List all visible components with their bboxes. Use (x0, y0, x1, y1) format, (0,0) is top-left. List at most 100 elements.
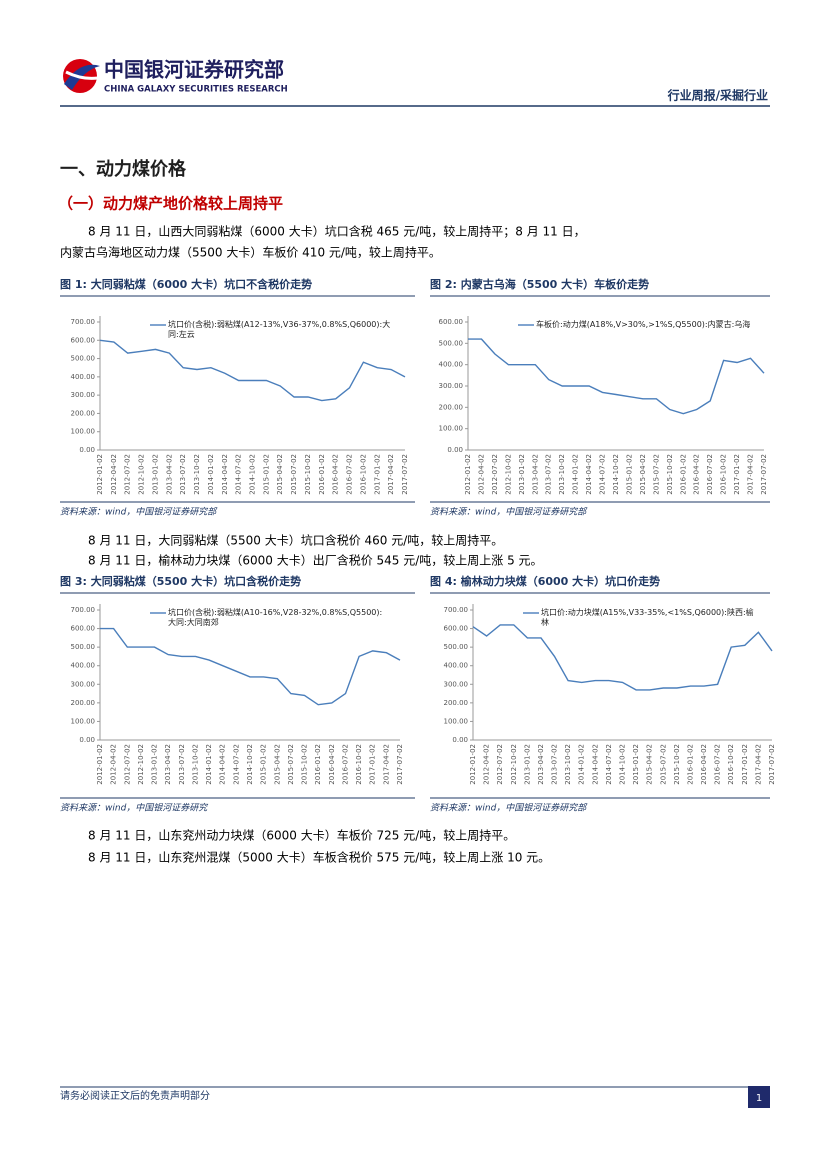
x-tick-label: 2013-10-02 (564, 744, 572, 785)
x-tick-label: 2014-01-02 (205, 744, 213, 785)
x-tick-label: 2016-01-02 (314, 744, 322, 785)
y-tick-label: 200.00 (71, 409, 96, 417)
x-tick-label: 2017-01-02 (373, 454, 381, 495)
y-tick-label: 200.00 (444, 699, 469, 707)
y-tick-label: 600.00 (71, 625, 96, 633)
legend-entry: 坑口价:动力块煤(A15%,V33-35%,<1%S,Q6000):陕西:榆林 (541, 608, 754, 627)
x-tick-label: 2016-07-02 (341, 744, 349, 785)
x-tick-label: 2014-07-02 (232, 744, 240, 785)
x-tick-label: 2015-10-02 (301, 744, 309, 785)
legend-box: 车板价:动力煤(A18%,V>30%,>1%S,Q5500):内蒙古:乌海 (536, 320, 751, 329)
legend-entry: 坑口价(含税):弱粘煤(A12-13%,V36-37%,0.8%S,Q6000)… (168, 320, 391, 339)
page-number: 1 (756, 1093, 762, 1104)
x-tick-label: 2014-04-02 (221, 454, 229, 495)
y-tick-label: 400.00 (71, 662, 96, 670)
x-tick-label: 2013-04-02 (165, 454, 173, 495)
x-tick-label: 2012-07-02 (491, 454, 499, 495)
x-tick-label: 2012-04-02 (477, 454, 485, 495)
legend-box: 坑口价(含税):弱粘煤(A10-16%,V28-32%,0.8%S,Q5500)… (168, 608, 383, 627)
logo-swoosh (64, 64, 100, 90)
x-tick-label: 2013-07-02 (179, 454, 187, 495)
x-tick-label: 2012-01-02 (469, 744, 477, 785)
figure-title: 图 1: 大同弱粘煤（6000 大卡）坑口不含税价走势 (60, 277, 312, 291)
x-tick-label: 2013-07-02 (545, 454, 553, 495)
x-tick-label: 2014-10-02 (249, 454, 257, 495)
x-tick-label: 2014-10-02 (619, 744, 627, 785)
x-tick-label: 2015-04-02 (273, 744, 281, 785)
x-tick-label: 2017-07-02 (401, 454, 409, 495)
y-tick-label: 700.00 (444, 606, 469, 614)
x-tick-label: 2012-01-02 (464, 454, 472, 495)
x-tick-label: 2012-10-02 (504, 454, 512, 495)
x-tick-label: 2012-07-02 (124, 454, 132, 495)
x-tick-label: 2017-04-02 (382, 744, 390, 785)
legend-box: 坑口价(含税):弱粘煤(A12-13%,V36-37%,0.8%S,Q6000)… (168, 320, 391, 339)
x-tick-label: 2015-04-02 (639, 454, 647, 495)
x-tick-label: 2014-01-02 (572, 454, 580, 495)
y-tick-label: 600.00 (444, 625, 469, 633)
x-tick-label: 2016-01-02 (679, 454, 687, 495)
paragraph: 8 月 11 日，大同弱粘煤（5500 大卡）坑口含税价 460 元/吨，较上周… (88, 533, 503, 548)
x-tick-label: 2015-07-02 (290, 454, 298, 495)
x-tick-label: 2012-07-02 (123, 744, 131, 785)
y-tick-label: 100.00 (71, 428, 96, 436)
x-tick-label: 2014-10-02 (246, 744, 254, 785)
x-tick-label: 2014-04-02 (585, 454, 593, 495)
x-tick-label: 2015-01-02 (632, 744, 640, 785)
series-line (468, 338, 765, 415)
y-tick-label: 100.00 (439, 425, 464, 433)
x-tick-label: 2014-07-02 (235, 454, 243, 495)
legend-entry: 坑口价(含税):弱粘煤(A10-16%,V28-32%,0.8%S,Q5500)… (168, 608, 383, 627)
x-tick-label: 2017-07-02 (760, 454, 768, 495)
x-tick-label: 2017-04-02 (387, 454, 395, 495)
x-tick-label: 2017-04-02 (754, 744, 762, 785)
y-tick-label: 300.00 (71, 391, 96, 399)
y-tick-label: 0.00 (79, 736, 95, 744)
x-tick-label: 2016-07-02 (706, 454, 714, 495)
y-tick-label: 400.00 (439, 361, 464, 369)
x-tick-label: 2014-07-02 (599, 454, 607, 495)
x-tick-label: 2015-07-02 (652, 454, 660, 495)
x-tick-label: 2012-01-02 (96, 744, 104, 785)
x-tick-label: 2016-04-02 (332, 454, 340, 495)
x-tick-label: 2013-01-02 (151, 744, 159, 785)
x-tick-label: 2015-10-02 (673, 744, 681, 785)
x-tick-label: 2015-04-02 (646, 744, 654, 785)
x-tick-label: 2015-07-02 (659, 744, 667, 785)
figure-title: 图 4: 榆林动力块煤（6000 大卡）坑口价走势 (430, 574, 660, 588)
subsection-title: （一）动力煤产地价格较上周持平 (58, 195, 283, 213)
y-tick-label: 0.00 (79, 446, 95, 454)
x-tick-label: 2016-07-02 (346, 454, 354, 495)
x-tick-label: 2016-10-02 (720, 454, 728, 495)
x-tick-label: 2017-07-02 (396, 744, 404, 785)
x-tick-label: 2016-10-02 (727, 744, 735, 785)
x-tick-label: 2012-07-02 (496, 744, 504, 785)
x-tick-label: 2014-07-02 (605, 744, 613, 785)
y-tick-label: 600.00 (439, 318, 464, 326)
x-tick-label: 2015-01-02 (625, 454, 633, 495)
y-tick-label: 400.00 (444, 662, 469, 670)
x-tick-label: 2013-10-02 (193, 454, 201, 495)
y-tick-label: 600.00 (71, 336, 96, 344)
x-tick-label: 2017-04-02 (747, 454, 755, 495)
y-tick-label: 100.00 (444, 717, 469, 725)
x-tick-label: 2016-04-02 (693, 454, 701, 495)
y-tick-label: 300.00 (439, 382, 464, 390)
y-tick-label: 500.00 (71, 643, 96, 651)
series-line (472, 624, 773, 691)
y-tick-label: 500.00 (439, 339, 464, 347)
x-tick-label: 2012-01-02 (96, 454, 104, 495)
paragraph: 内蒙古乌海地区动力煤（5500 大卡）车板价 410 元/吨，较上周持平。 (60, 245, 441, 260)
legend-entry: 车板价:动力煤(A18%,V>30%,>1%S,Q5500):内蒙古:乌海 (536, 320, 751, 329)
y-tick-label: 300.00 (71, 680, 96, 688)
x-tick-label: 2014-10-02 (612, 454, 620, 495)
x-tick-label: 2017-01-02 (733, 454, 741, 495)
x-tick-label: 2013-10-02 (558, 454, 566, 495)
x-tick-label: 2014-01-02 (207, 454, 215, 495)
figure-source: 资料来源：wind，中国银河证券研究部 (430, 507, 588, 518)
x-tick-label: 2012-04-02 (483, 744, 491, 785)
series-line (100, 627, 401, 706)
paragraph: 8 月 11 日，榆林动力块煤（6000 大卡）出厂含税价 545 元/吨，较上… (88, 553, 543, 568)
x-tick-label: 2013-10-02 (191, 744, 199, 785)
legend-box: 坑口价:动力块煤(A15%,V33-35%,<1%S,Q6000):陕西:榆林 (541, 608, 754, 627)
